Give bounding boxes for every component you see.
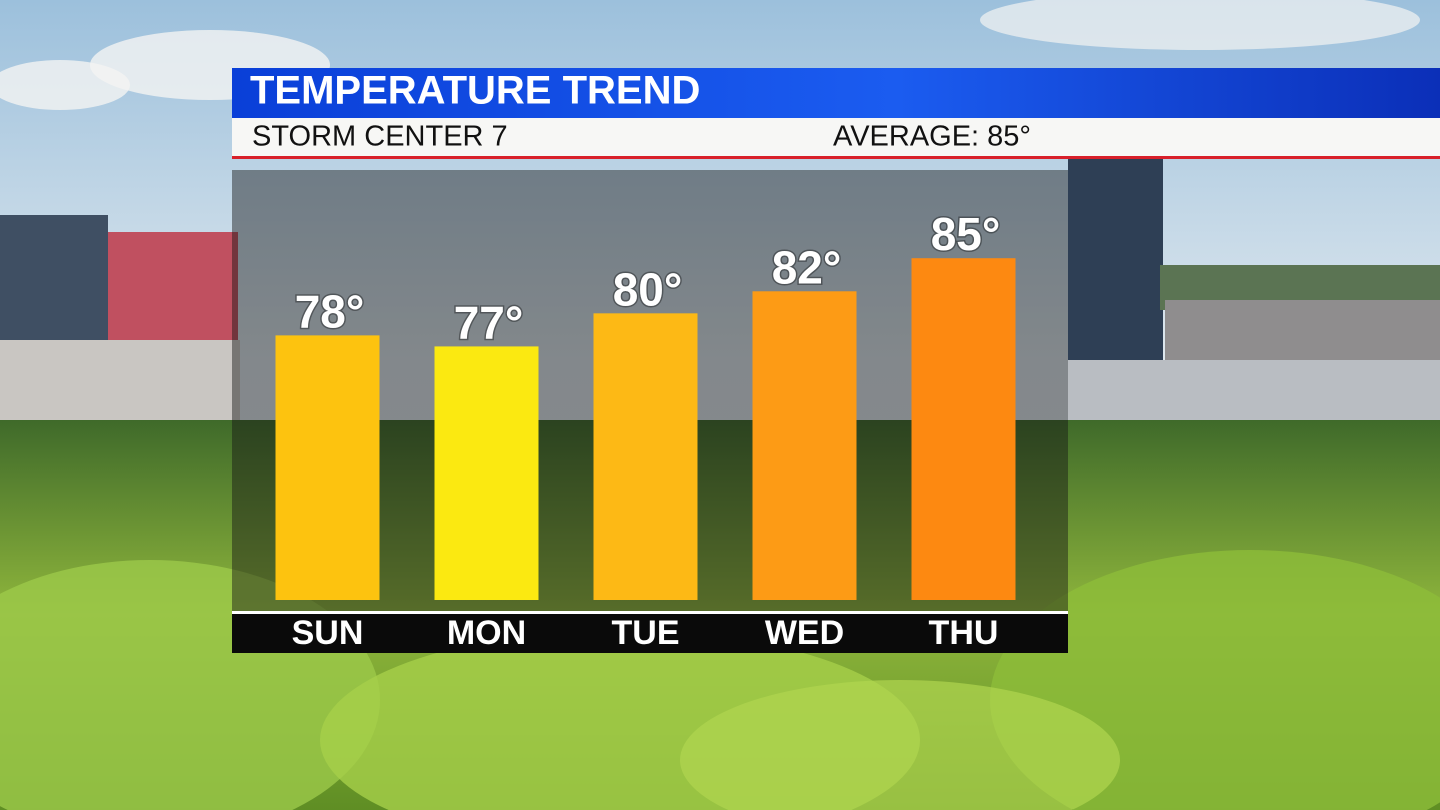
title-bar	[232, 68, 1440, 118]
bar	[752, 291, 857, 600]
x-tick-label: TUE	[612, 614, 680, 652]
bar	[911, 258, 1016, 600]
x-tick-label: SUN	[292, 614, 364, 652]
chart-title: TEMPERATURE TREND	[250, 69, 700, 113]
x-tick-label: THU	[929, 614, 999, 652]
value-label: 82°	[772, 241, 842, 293]
subtitle: STORM CENTER 7	[252, 121, 508, 153]
value-label: 78°	[295, 285, 365, 337]
x-tick-label: WED	[765, 614, 844, 652]
x-tick-label: MON	[447, 614, 526, 652]
average-annotation: AVERAGE: 85°	[833, 121, 1031, 153]
value-label: 85°	[931, 208, 1001, 260]
value-label: 80°	[613, 263, 683, 315]
bar	[434, 346, 539, 600]
accent-line	[232, 156, 1440, 159]
value-label: 77°	[454, 296, 524, 348]
bar	[275, 335, 380, 600]
category-band	[232, 614, 1068, 653]
subtitle-bar	[232, 118, 1440, 156]
bar	[593, 313, 698, 600]
baseline	[232, 611, 1068, 614]
